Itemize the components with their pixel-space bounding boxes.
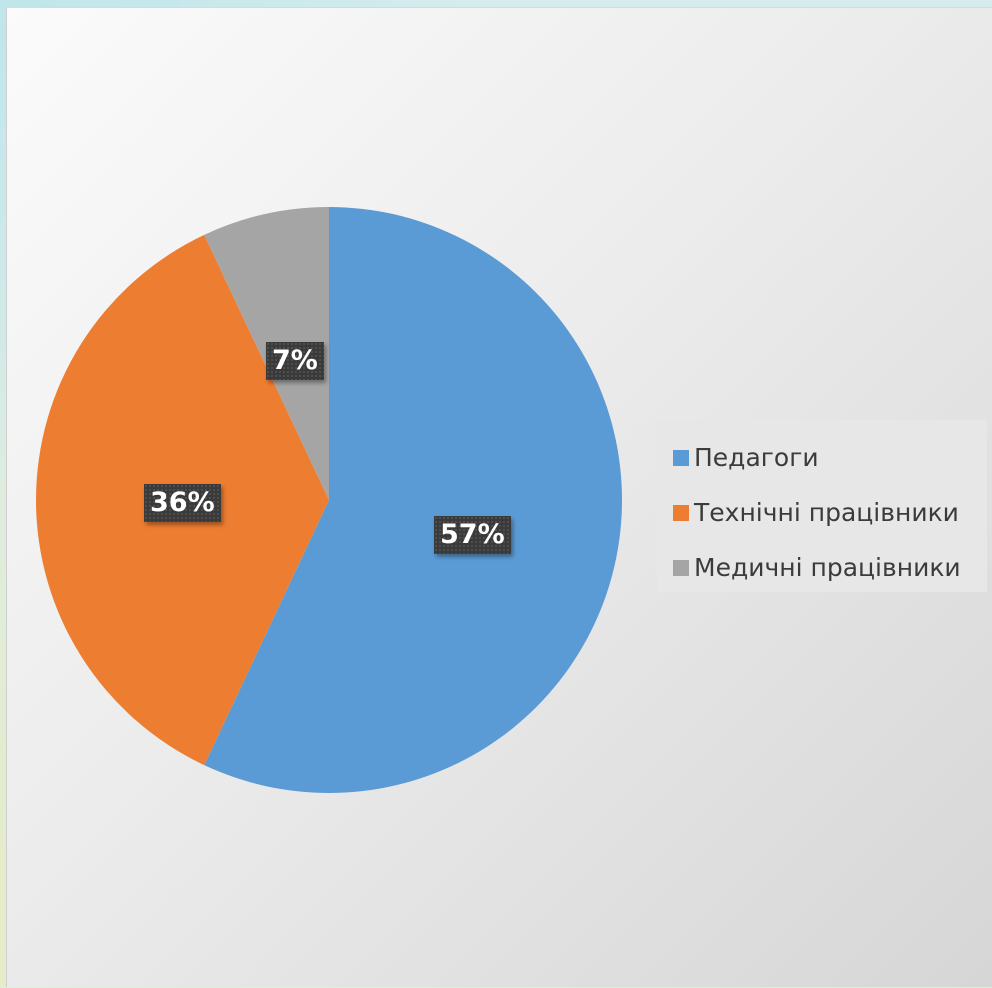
- legend-swatch: [673, 505, 689, 521]
- legend-item-medychni: Медичні працівники: [673, 540, 987, 595]
- data-label-pedahohy: 57%: [434, 516, 511, 554]
- chart-legend: Педагоги Технічні працівники Медичні пра…: [657, 420, 987, 592]
- legend-item-tekhnichni: Технічні працівники: [673, 485, 987, 540]
- legend-swatch: [673, 450, 689, 466]
- data-label-medychni: 7%: [266, 342, 324, 380]
- legend-label: Педагоги: [694, 443, 819, 472]
- legend-swatch: [673, 560, 689, 576]
- chart-area: 57% 36% 7% Педагоги Технічні працівники …: [6, 7, 992, 987]
- legend-label: Медичні працівники: [694, 553, 961, 582]
- legend-label: Технічні працівники: [694, 498, 959, 527]
- legend-item-pedahohy: Педагоги: [673, 430, 987, 485]
- data-label-tekhnichni: 36%: [144, 484, 221, 522]
